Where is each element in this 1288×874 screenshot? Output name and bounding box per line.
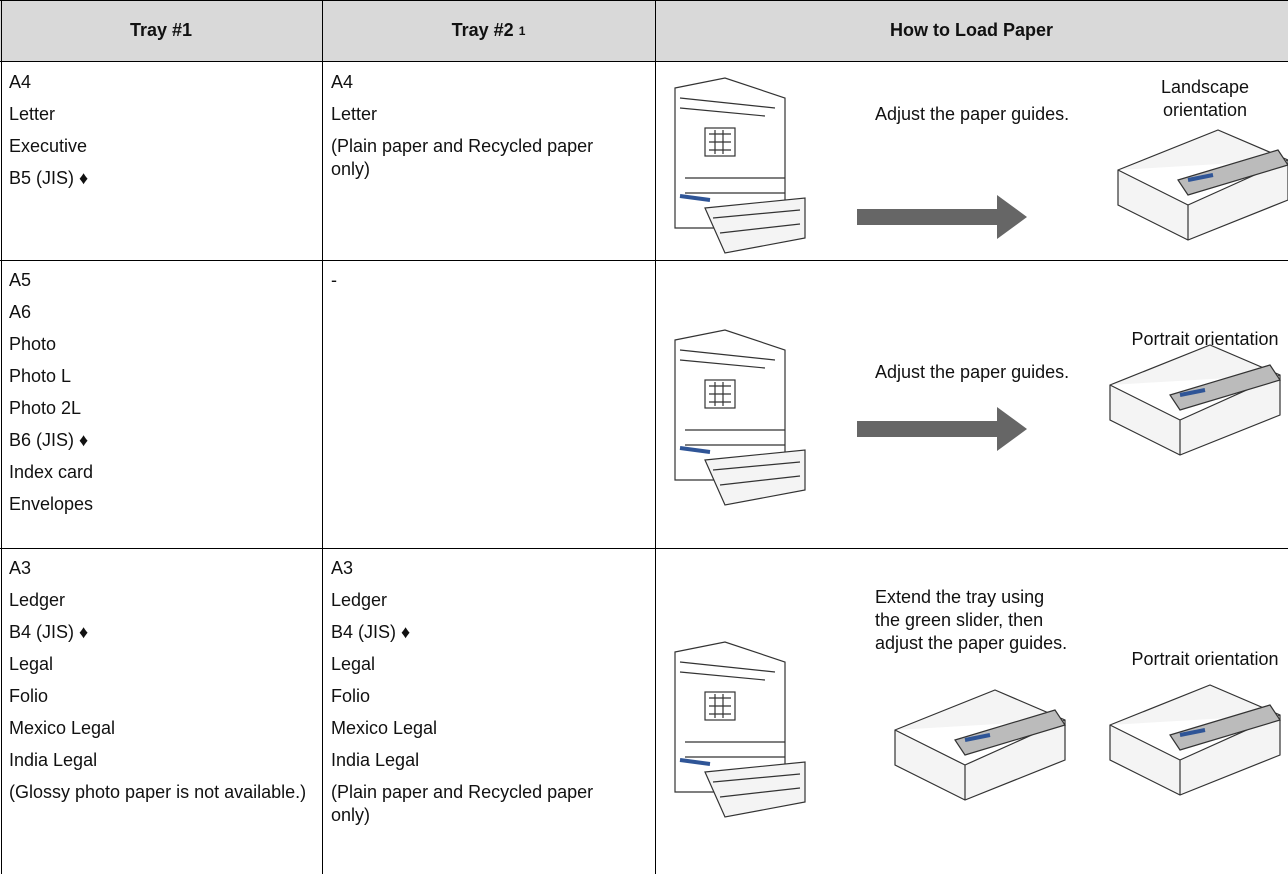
printer-illustration (673, 76, 807, 255)
size-item: B4 (JIS) ♦ (9, 622, 89, 642)
border (322, 0, 323, 874)
size-item: India Legal (331, 750, 420, 770)
arrow (857, 407, 1027, 451)
size-item: A6 (9, 302, 32, 322)
size-item: Ledger (331, 590, 388, 610)
footnote-mark: 1 (518, 23, 526, 38)
tray-illustration (893, 688, 1067, 802)
arrow (857, 195, 1027, 239)
size-list: A3 Ledger B4 (JIS) ♦ Legal Folio Mexico Legal… (331, 557, 631, 836)
size-item: (Glossy photo paper is not available.) (9, 782, 307, 802)
size-item: A3 (331, 558, 354, 578)
tray-illustration (1116, 128, 1288, 242)
border (0, 0, 1288, 1)
header-cell: How to Load Paper (655, 0, 1288, 62)
size-item: A3 (9, 558, 32, 578)
size-item: Ledger (9, 590, 66, 610)
size-list: A3 Ledger B4 (JIS) ♦ Legal Folio Mexico Legal… (9, 557, 309, 813)
size-item: Legal (9, 654, 54, 674)
size-item: A4 (331, 72, 354, 92)
size-item: B5 (JIS) ♦ (9, 168, 89, 188)
size-item: (Plain paper and Recycled paper only) (331, 136, 594, 179)
border (1, 0, 2, 874)
orientation: Portrait orientation (1131, 649, 1279, 669)
printer-illustration (673, 328, 807, 507)
tray-illustration (1108, 683, 1282, 797)
size-item: Envelopes (9, 494, 94, 514)
size-item: B6 (JIS) ♦ (9, 430, 89, 450)
orientation: Landscape orientation (1160, 77, 1250, 120)
size-item: Photo L (9, 366, 72, 386)
header-text: Tray #2 (451, 20, 514, 40)
size-item: Legal (331, 654, 376, 674)
border (0, 548, 1288, 549)
header-text: How to Load Paper (889, 20, 1053, 40)
header-cell: Tray #1 (0, 0, 322, 62)
size-item: Letter (9, 104, 56, 124)
size-item: Photo 2L (9, 398, 82, 418)
orientation: Portrait orientation (1131, 329, 1279, 349)
size-item: India Legal (9, 750, 98, 770)
size-item: Executive (9, 136, 88, 156)
size-item: Index card (9, 462, 94, 482)
size-item: Mexico Legal (9, 718, 116, 738)
instruction: Adjust the paper guides. (875, 362, 1070, 382)
size-item: A4 (9, 72, 32, 92)
size-item: Folio (9, 686, 49, 706)
size-item: B4 (JIS) ♦ (331, 622, 411, 642)
header-cell: Tray #2 1 (322, 0, 655, 62)
size-list: A4 Letter Executive B5 (JIS) ♦ (9, 71, 309, 199)
size-item: Letter (331, 104, 378, 124)
header-text: Tray #1 (129, 20, 193, 40)
border (655, 0, 656, 874)
size-item: - (331, 270, 337, 290)
tray-illustration (1108, 343, 1282, 457)
size-list: - (331, 269, 631, 301)
instruction: Adjust the paper guides. (875, 104, 1070, 124)
border (0, 260, 1288, 261)
instruction: Extend the tray using the green slider, … (875, 587, 1068, 653)
printer-illustration (673, 640, 807, 819)
size-item: (Plain paper and Recycled paper only) (331, 782, 594, 825)
size-item: Photo (9, 334, 57, 354)
size-item: Mexico Legal (331, 718, 438, 738)
size-item: Folio (331, 686, 371, 706)
size-list: A5 A6 Photo Photo L Photo 2L B6 (JIS) ♦ Index … (9, 269, 309, 525)
size-item: A5 (9, 270, 32, 290)
size-list: A4 Letter (Plain paper and Recycled paper … (331, 71, 631, 190)
